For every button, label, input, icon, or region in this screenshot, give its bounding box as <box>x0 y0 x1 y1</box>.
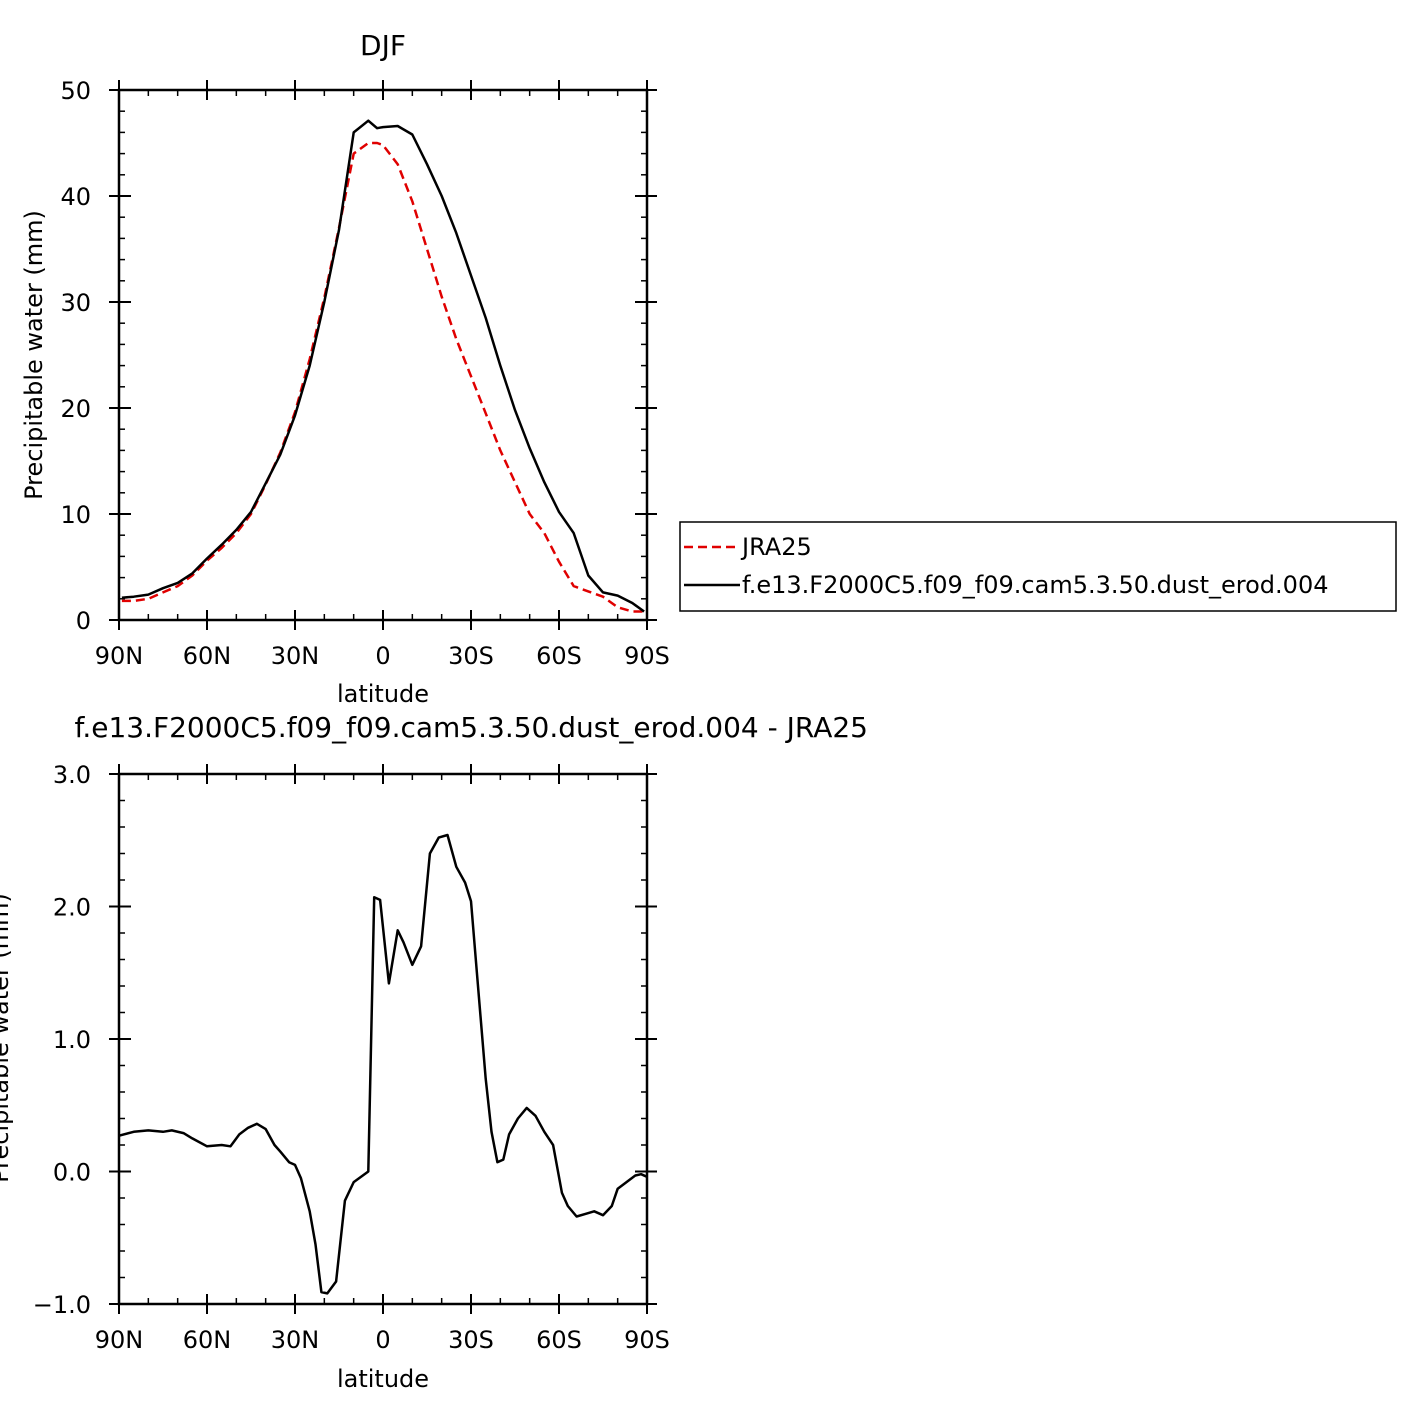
legend-label-model: f.e13.F2000C5.f09_f09.cam5.3.50.dust_ero… <box>742 571 1328 599</box>
bottom-y-tick-label: 2.0 <box>53 894 91 922</box>
top-y-tick-label: 50 <box>60 77 91 105</box>
bottom-difference-chart: f.e13.F2000C5.f09_f09.cam5.3.50.dust_ero… <box>0 711 868 1393</box>
bottom-series-lines <box>118 833 648 1295</box>
legend: JRA25 f.e13.F2000C5.f09_f09.cam5.3.50.du… <box>679 521 1397 612</box>
top-axis-ticks: 90N 60N 30N 0 30S 60S 90S 0 10 20 30 40 50 <box>60 77 669 670</box>
top-x-tick-label: 30S <box>448 642 494 670</box>
bottom-y-tick-label: −1.0 <box>33 1291 91 1319</box>
bottom-x-tick-label: 30N <box>271 1326 320 1354</box>
top-x-tick-label: 90S <box>624 642 670 670</box>
top-y-tick-label: 10 <box>60 501 91 529</box>
top-line-chart: DJF Precipitable water (mm) latitude 90N… <box>20 29 1397 708</box>
bottom-y-tick-label: 0.0 <box>53 1159 91 1187</box>
top-series-lines <box>121 119 645 613</box>
bottom-y-tick-label: 3.0 <box>53 761 91 789</box>
top-x-axis-label: latitude <box>337 680 429 708</box>
bottom-series-line-0 <box>118 833 648 1295</box>
bottom-x-tick-label: 30S <box>448 1326 494 1354</box>
bottom-y-tick-label: 1.0 <box>53 1026 91 1054</box>
bottom-chart-title: f.e13.F2000C5.f09_f09.cam5.3.50.dust_ero… <box>75 711 869 744</box>
top-series-line-1 <box>121 119 645 613</box>
top-x-tick-label: 60S <box>536 642 582 670</box>
top-chart-title: DJF <box>360 29 406 62</box>
bottom-x-axis-label: latitude <box>337 1365 429 1393</box>
top-plot-frame <box>117 88 649 622</box>
top-y-tick-label: 0 <box>76 607 91 635</box>
top-y-axis-label: Precipitable water (mm) <box>20 210 48 500</box>
bottom-y-axis-label: Precipitable water (mm) <box>0 893 14 1183</box>
bottom-x-tick-label: 90N <box>95 1326 144 1354</box>
top-x-tick-label: 60N <box>183 642 232 670</box>
top-y-tick-label: 40 <box>60 183 91 211</box>
bottom-x-tick-label: 60S <box>536 1326 582 1354</box>
top-x-tick-label: 90N <box>95 642 144 670</box>
top-y-tick-label: 20 <box>60 395 91 423</box>
top-series-line-0 <box>121 141 645 613</box>
bottom-axis-ticks: 90N 60N 30N 0 30S 60S 90S −1.0 0.0 1.0 2.0 3.0 <box>33 761 670 1354</box>
top-y-tick-label: 30 <box>60 289 91 317</box>
bottom-x-tick-label: 90S <box>624 1326 670 1354</box>
bottom-x-tick-label: 60N <box>183 1326 232 1354</box>
bottom-x-tick-label: 0 <box>375 1326 390 1354</box>
top-x-tick-label: 0 <box>375 642 390 670</box>
legend-label-jra25: JRA25 <box>740 533 812 561</box>
top-x-tick-label: 30N <box>271 642 320 670</box>
bottom-plot-frame <box>117 772 649 1306</box>
legend-box <box>679 521 1397 612</box>
